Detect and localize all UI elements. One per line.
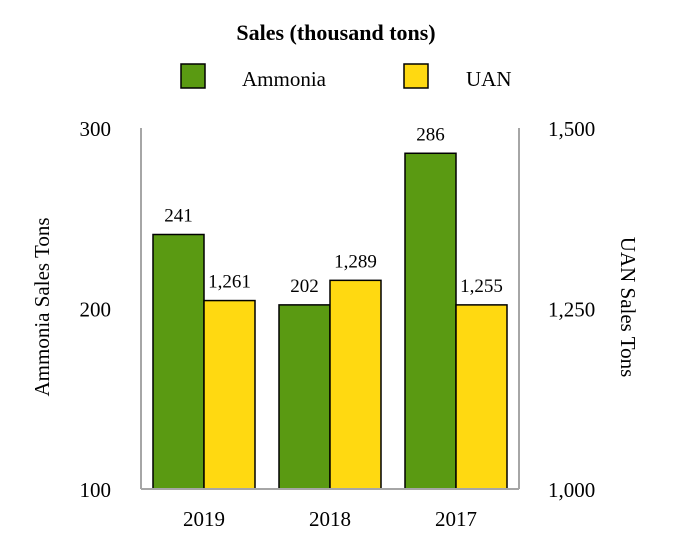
y-right-tick-label: 1,000 bbox=[548, 478, 595, 502]
data-label-ammonia-2019: 241 bbox=[164, 205, 193, 226]
bar-uan-2017 bbox=[455, 304, 508, 490]
x-tick-label: 2018 bbox=[309, 507, 351, 531]
bar-uan-2019 bbox=[203, 299, 256, 490]
legend-label-uan: UAN bbox=[466, 67, 512, 91]
x-tick-label: 2019 bbox=[183, 507, 225, 531]
y-left-tick-label: 300 bbox=[80, 117, 112, 141]
data-label-ammonia-2017: 286 bbox=[416, 124, 445, 145]
bar-ammonia-2017 bbox=[404, 152, 457, 490]
plot-area: 241 1,261 202 1,289 286 1,255 bbox=[152, 124, 508, 490]
legend: Ammonia UAN bbox=[180, 63, 512, 91]
bar-ammonia-2018 bbox=[278, 304, 331, 490]
data-label-uan-2017: 1,255 bbox=[460, 276, 503, 297]
data-label-uan-2019: 1,261 bbox=[208, 272, 251, 293]
bar-ammonia-2019 bbox=[152, 233, 205, 490]
legend-label-ammonia: Ammonia bbox=[242, 67, 327, 91]
y-axis-right-title: UAN Sales Tons bbox=[616, 237, 640, 377]
chart-title: Sales (thousand tons) bbox=[236, 20, 435, 45]
y-left-tick-label: 200 bbox=[80, 298, 112, 322]
y-right-tick-label: 1,250 bbox=[548, 298, 595, 322]
data-label-ammonia-2018: 202 bbox=[290, 276, 319, 297]
y-axis-left-title: Ammonia Sales Tons bbox=[30, 218, 54, 397]
y-axis-left-ticks: 100 200 300 bbox=[80, 117, 112, 502]
y-left-tick-label: 100 bbox=[80, 478, 112, 502]
y-axis-right-ticks: 1,000 1,250 1,500 bbox=[548, 117, 595, 502]
data-label-uan-2018: 1,289 bbox=[334, 251, 377, 272]
y-right-tick-label: 1,500 bbox=[548, 117, 595, 141]
bar-uan-2018 bbox=[329, 279, 382, 490]
x-axis-ticks: 2019 2018 2017 bbox=[183, 507, 477, 531]
x-tick-label: 2017 bbox=[435, 507, 477, 531]
legend-swatch-ammonia bbox=[180, 63, 206, 89]
legend-swatch-uan bbox=[403, 63, 429, 89]
